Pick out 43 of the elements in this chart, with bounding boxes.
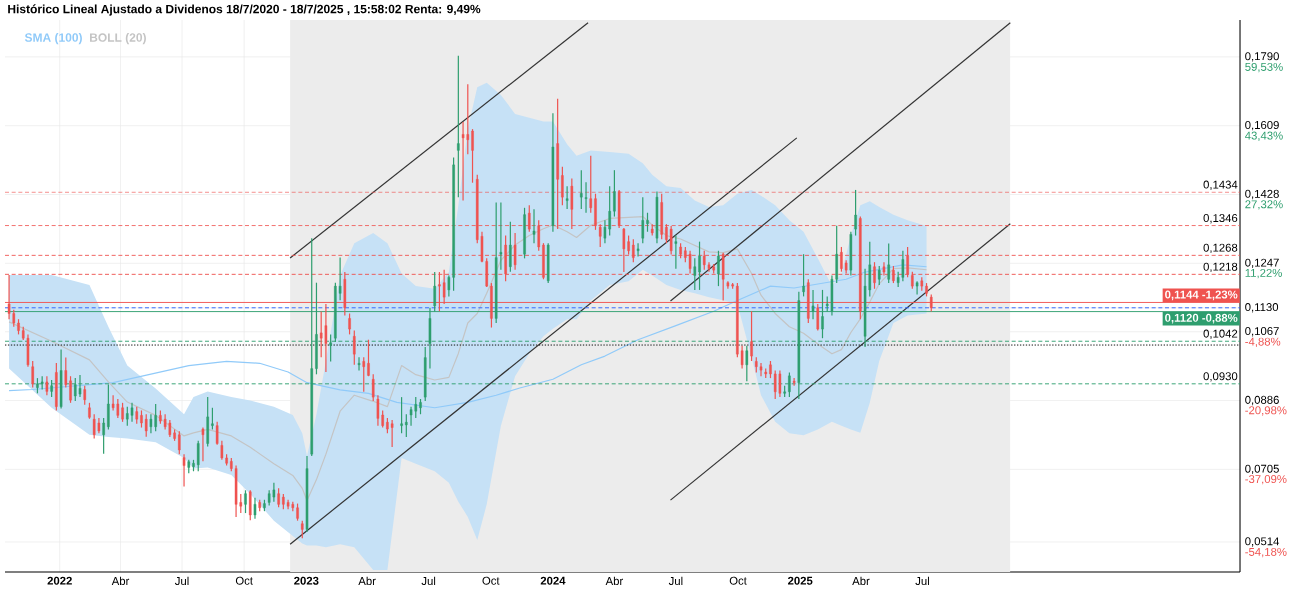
- y-tick-label: 0,1790: [1245, 52, 1279, 62]
- y2-tick-label: 11,22%: [1245, 268, 1282, 279]
- x-tick-label: 2023: [294, 576, 319, 585]
- x-tick-label: 2022: [47, 576, 72, 585]
- x-tick-label: Jul: [668, 576, 683, 586]
- y-tick-label: 0,0705: [1245, 464, 1279, 475]
- y-tick-label: 0,1609: [1245, 121, 1279, 131]
- y-tick-label: 0,1428: [1245, 189, 1279, 200]
- y2-tick-label: 27,32%: [1245, 200, 1283, 210]
- x-tick-label: 2025: [787, 576, 813, 585]
- y-tick-label: 0,0886: [1245, 395, 1279, 406]
- x-tick-label: 2024: [540, 576, 566, 585]
- y2-tick-label: -4,88%: [1245, 337, 1281, 347]
- ref-line-label: 0,1120 -0,88%: [1165, 313, 1238, 324]
- ref-line-label: 0,0930: [1203, 372, 1238, 382]
- x-tick-label: Jul: [915, 576, 929, 586]
- x-tick-label: Oct: [235, 576, 253, 585]
- text: SMA (100): [24, 32, 82, 45]
- x-tick-label: Abr: [605, 576, 624, 586]
- ref-line-label: 0,1268: [1203, 243, 1238, 254]
- x-tick-label: Abr: [852, 576, 870, 586]
- y2-tick-label: -20,98%: [1245, 406, 1287, 416]
- y-tick-label: 0,1130: [1245, 303, 1279, 313]
- chart-title: Histórico Lineal Ajustado a Dividenos 18/7/2020 - 18/7/2025 , 15:58:02 Renta: 9,49%: [8, 4, 481, 16]
- ref-line-label: 0,1144 -1,23%: [1165, 290, 1238, 301]
- y2-tick-label: -37,09%: [1245, 475, 1287, 485]
- x-tick-label: Abr: [111, 576, 130, 586]
- y2-tick-label: 59,53%: [1245, 62, 1283, 73]
- x-tick-label: Abr: [358, 576, 376, 586]
- y2-tick-label: 43,43%: [1244, 131, 1283, 141]
- x-tick-label: Jul: [421, 576, 436, 586]
- ref-line-label: 0,1346: [1203, 214, 1238, 224]
- text: BOLL (20): [90, 32, 146, 45]
- x-tick-label: Oct: [482, 576, 500, 585]
- y-tick-label: 0,1067: [1245, 327, 1279, 337]
- ref-line-label: 0,1042: [1203, 329, 1238, 339]
- ref-line-label: 0,1218: [1203, 262, 1238, 273]
- ref-line-label: 0,1434: [1203, 180, 1238, 190]
- y-tick-label: 0,1247: [1245, 258, 1279, 268]
- x-tick-label: Oct: [729, 576, 747, 585]
- y2-tick-label: -54,18%: [1245, 547, 1287, 558]
- x-tick-label: Jul: [174, 576, 189, 586]
- y-tick-label: 0,0514: [1245, 537, 1280, 547]
